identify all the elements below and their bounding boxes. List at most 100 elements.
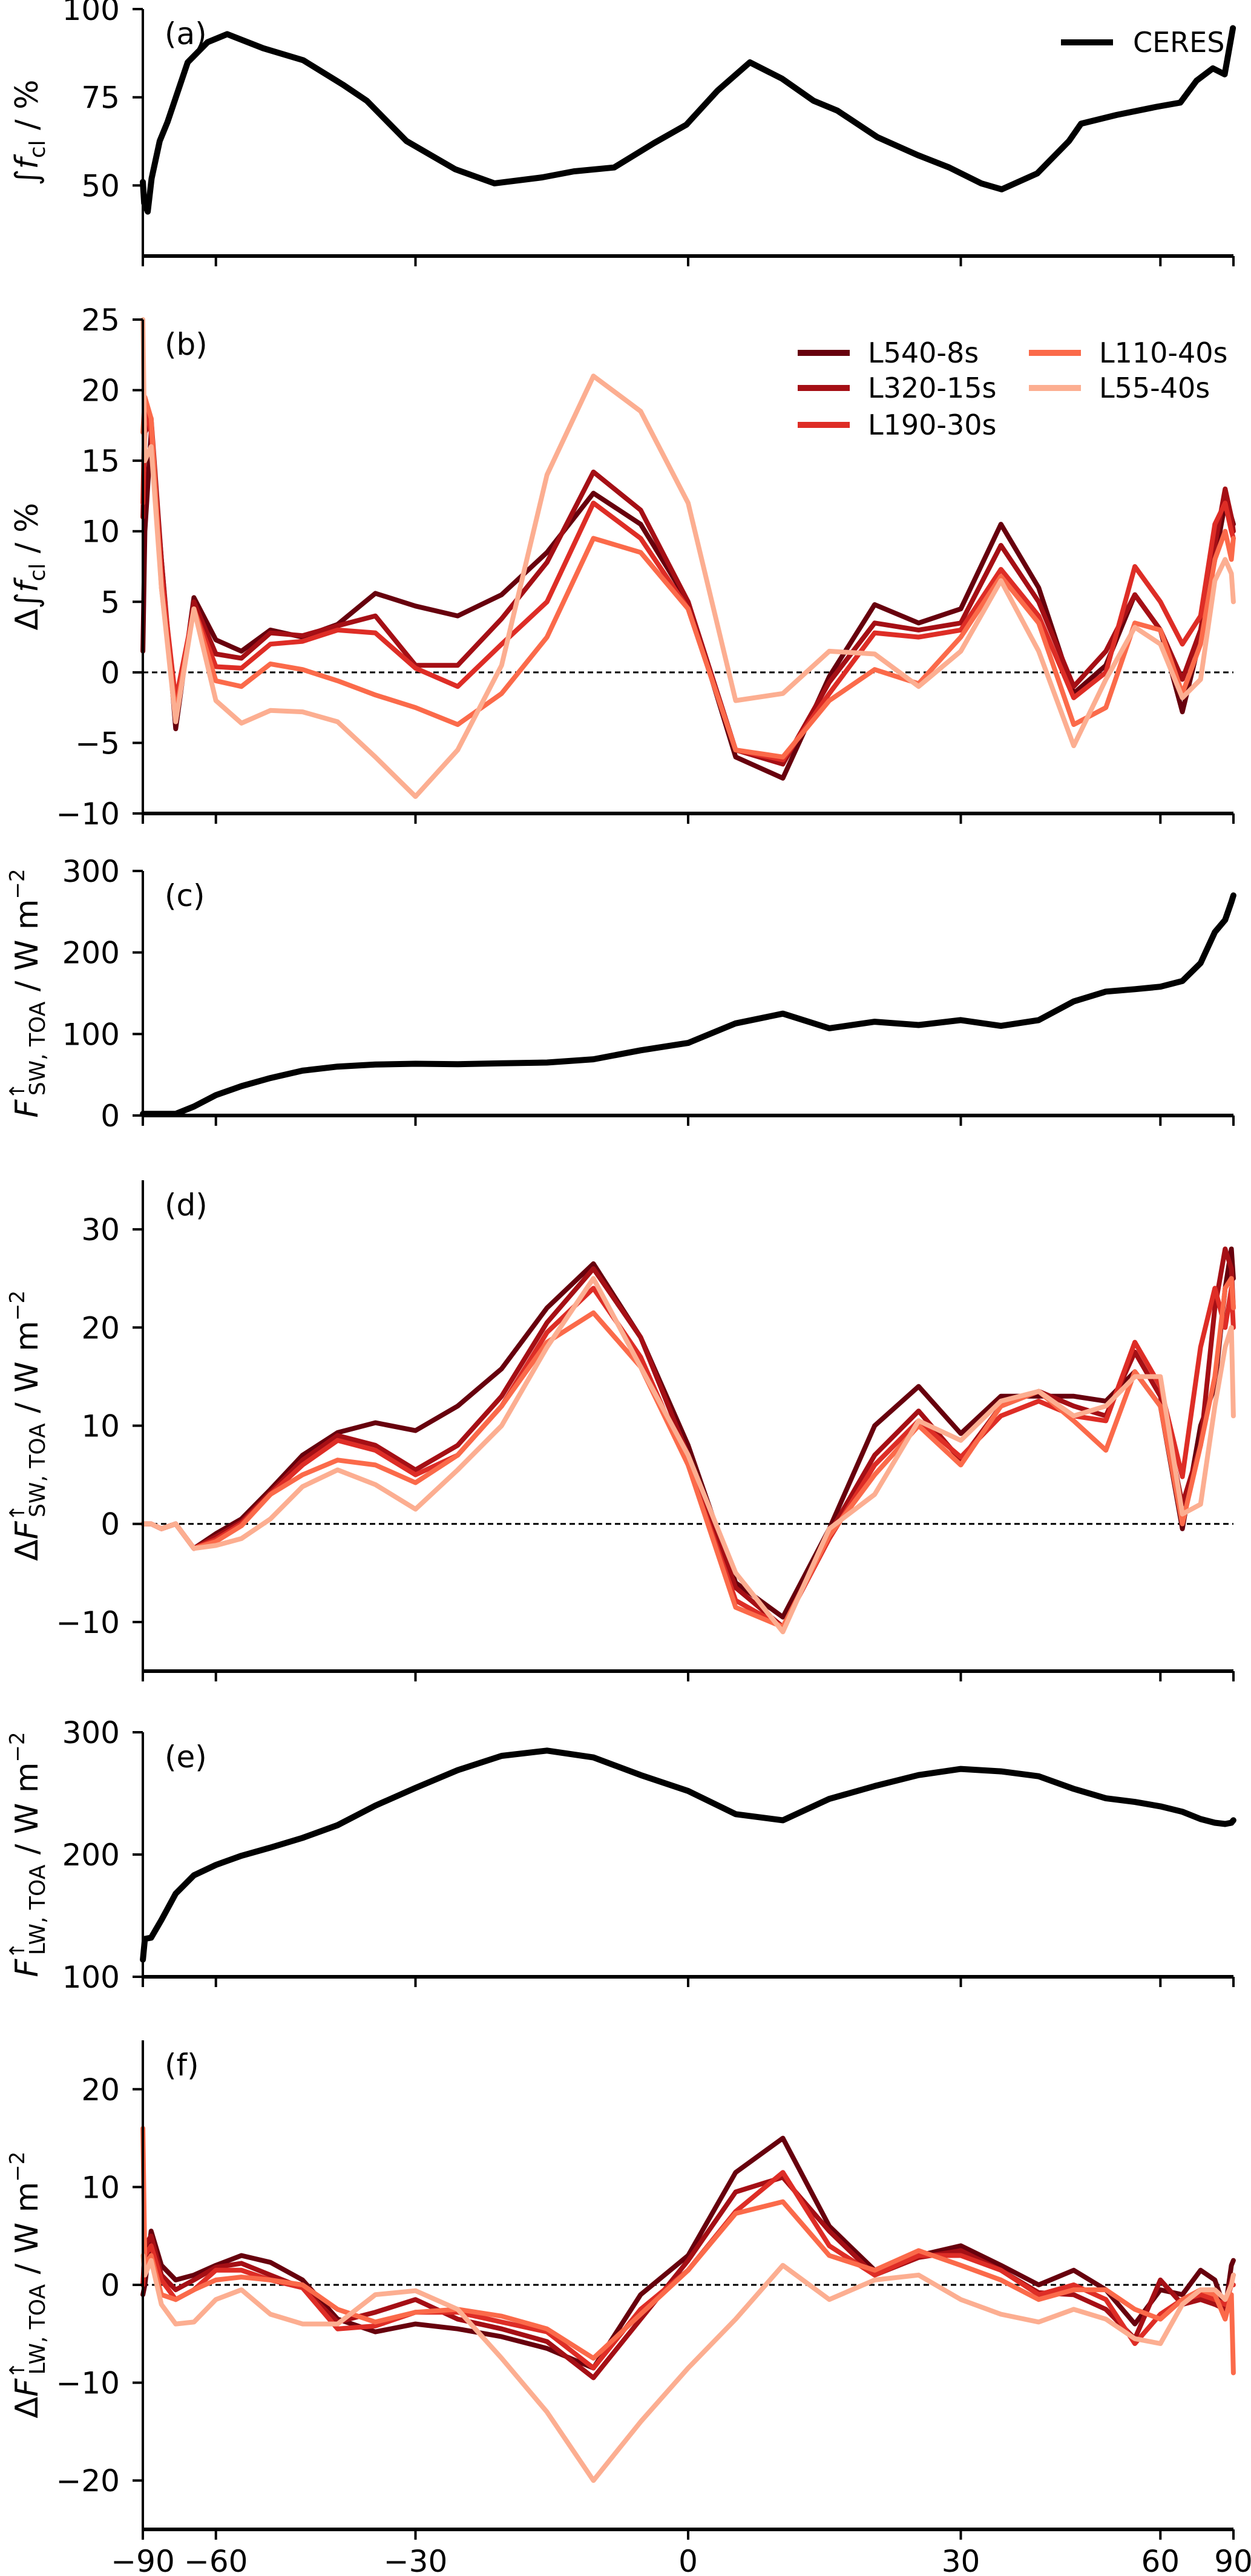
y-tick-label: −5	[75, 726, 120, 761]
ylabel-subscript: SW, TOA	[25, 1001, 50, 1096]
panel-label: (b)	[165, 327, 208, 362]
ylabel-prefix: Δ	[9, 1539, 45, 1561]
ylabel-unit: / W m	[9, 1321, 45, 1423]
series-line-CERES	[140, 25, 1236, 215]
ylabel-arrow: ↑	[5, 1504, 30, 1522]
legend-label: CERES	[1133, 26, 1224, 59]
ylabel-symbol: F	[9, 1959, 45, 1977]
y-tick-label: 20	[81, 373, 120, 409]
y-axis-label: ΔF↑LW, TOA / W m−2	[5, 2152, 50, 2419]
x-tick-label: −30	[384, 2544, 448, 2576]
ylabel-unit: / %	[9, 503, 45, 564]
x-tick-label: −60	[184, 2544, 248, 2576]
y-axis-label: ∫fcl / %	[9, 79, 50, 185]
ylabel-arrow: ↑	[5, 1082, 30, 1100]
x-tick-label: 30	[942, 2544, 980, 2576]
series-line-L540-8s	[140, 1246, 1236, 1620]
series-line-CERES	[140, 892, 1236, 1117]
y-tick-label: 0	[100, 1507, 120, 1542]
panel-e: 100 200 300 (e) F↑LW, TOA / W m−2	[5, 1715, 1236, 1995]
ylabel-unit: / W m	[9, 899, 45, 1001]
y-axis-label: Δ∫fcl / %	[9, 503, 50, 631]
ylabel-subscript: cl	[25, 140, 50, 158]
panel-label: (c)	[165, 878, 205, 913]
x-tick-label: 60	[1141, 2544, 1180, 2576]
legend-label: L320-15s	[868, 372, 997, 404]
ylabel-subscript: SW, TOA	[25, 1423, 50, 1517]
y-tick-label: 100	[62, 0, 120, 27]
y-tick-label: 20	[81, 1310, 120, 1346]
y-tick-label: −10	[56, 797, 120, 832]
ylabel-subscript: cl	[25, 564, 50, 582]
panel-label: (e)	[165, 1740, 207, 1775]
y-tick-label: 10	[81, 514, 120, 550]
y-tick-label: 50	[81, 168, 120, 203]
y-tick-label: 0	[100, 1099, 120, 1134]
y-tick-label: 100	[62, 1017, 120, 1052]
series-line-L110-40s	[140, 1276, 1236, 1629]
ylabel-unit-exponent: −2	[5, 869, 30, 899]
x-tick-label: 90	[1214, 2544, 1251, 2576]
y-tick-label: 0	[100, 2268, 120, 2303]
y-tick-label: 30	[81, 1212, 120, 1247]
y-tick-label: −20	[56, 2463, 120, 2499]
panel-f: −20 −10 0 10 20 −90 −60 −30 0 30 60 90 (f) ΔF↑LW, TOA…	[5, 2040, 1251, 2576]
series-line-L320-15s	[140, 2175, 1236, 2380]
series-line-L55-40s	[140, 1276, 1236, 1635]
y-axis-label: F↑LW, TOA / W m−2	[5, 1732, 50, 1977]
ylabel-symbol: F	[9, 2378, 45, 2397]
x-tick-label: −90	[111, 2544, 175, 2576]
series-line-L110-40s	[140, 2126, 1236, 2376]
y-tick-label: 0	[100, 656, 120, 691]
ylabel-prefix: Δ	[9, 2396, 45, 2418]
x-tick-label: 0	[678, 2544, 698, 2576]
legend-label: L110-40s	[1099, 337, 1228, 369]
ylabel-symbol: F	[9, 1099, 45, 1118]
y-axis-label: F↑SW, TOA / W m−2	[5, 869, 50, 1117]
panel-a: 50 75 100 (a) ∫fcl / % CERES	[9, 0, 1236, 266]
y-tick-label: 100	[62, 1960, 120, 1995]
y-tick-label: 300	[62, 1715, 120, 1750]
panel-label: (a)	[165, 16, 207, 51]
ylabel-prefix: ∫	[9, 169, 45, 186]
legend-label: L55-40s	[1099, 372, 1210, 404]
y-tick-label: 20	[81, 2072, 120, 2108]
legend-label: L190-30s	[868, 409, 997, 441]
legend-label: L540-8s	[868, 337, 979, 369]
series-line-L55-40s	[140, 2253, 1236, 2483]
series-line-L55-40s	[140, 317, 1236, 799]
ylabel-arrow: ↑	[5, 2361, 30, 2379]
ylabel-symbol: F	[9, 1520, 45, 1539]
panel-label: (f)	[165, 2048, 199, 2083]
series-line-L540-8s	[140, 2135, 1236, 2371]
y-tick-label: 200	[62, 1838, 120, 1873]
ylabel-subscript: LW, TOA	[25, 1864, 50, 1955]
y-tick-label: 5	[100, 585, 120, 620]
y-tick-label: 300	[62, 854, 120, 889]
y-tick-label: 75	[81, 80, 120, 116]
series-line-L320-15s	[140, 1246, 1236, 1629]
panel-label: (d)	[165, 1188, 208, 1223]
y-tick-label: 15	[81, 444, 120, 479]
series-line-CERES	[140, 1747, 1236, 1963]
ylabel-unit-exponent: −2	[5, 1732, 30, 1762]
y-tick-label: 10	[81, 2170, 120, 2205]
panel-d: −10 0 10 20 30 (d) ΔF↑SW, TOA / W m−2	[5, 1180, 1236, 1681]
panel-b: −10 −5 0 5 10 15 20 25 (b) Δ∫fcl / % L540-8sL320-1…	[9, 303, 1236, 832]
y-tick-label: −10	[56, 2366, 120, 2401]
ylabel-subscript: LW, TOA	[25, 2284, 50, 2375]
ylabel-unit: / W m	[9, 2182, 45, 2284]
y-tick-label: 10	[81, 1409, 120, 1444]
y-tick-label: 200	[62, 936, 120, 971]
ylabel-unit-exponent: −2	[5, 2152, 30, 2182]
y-tick-label: −10	[56, 1605, 120, 1640]
series-line-L110-40s	[140, 395, 1236, 760]
ylabel-unit: / %	[9, 79, 45, 140]
ylabel-prefix: Δ∫	[9, 593, 45, 631]
panel-c: 0 100 200 300 (c) F↑SW, TOA / W m−2	[5, 854, 1236, 1134]
ylabel-unit: / W m	[9, 1762, 45, 1864]
ylabel-unit-exponent: −2	[5, 1290, 30, 1321]
y-axis-label: ΔF↑SW, TOA / W m−2	[5, 1290, 50, 1561]
y-tick-label: 25	[81, 303, 120, 338]
